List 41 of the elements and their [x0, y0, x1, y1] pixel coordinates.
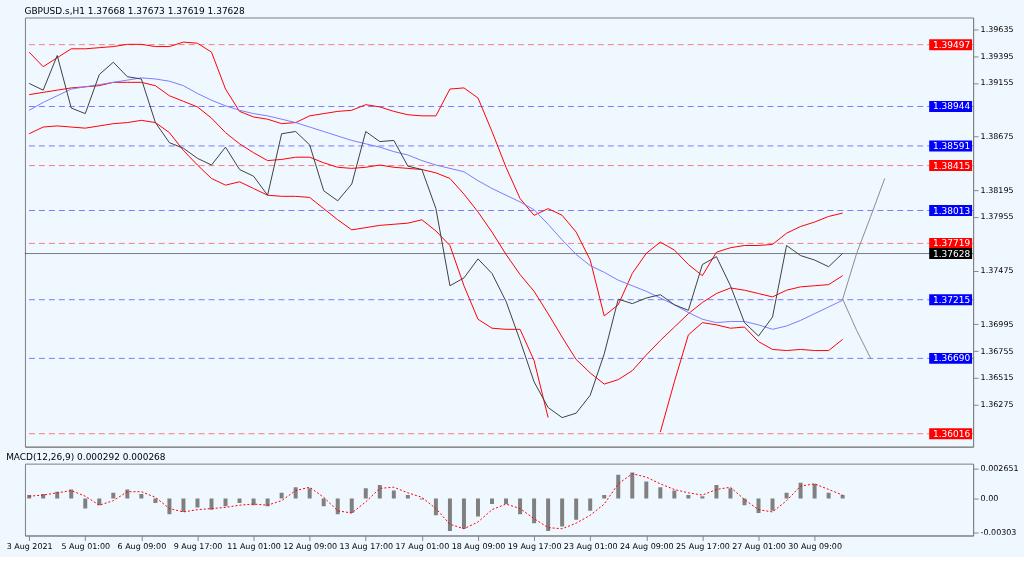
x-tick-label: 6 Aug 09:00 — [117, 541, 167, 551]
ref-line-label: 1.37215 — [933, 294, 971, 305]
y-tick-label: 1.36515 — [980, 373, 1014, 383]
ref-line-label: 1.36690 — [933, 353, 971, 364]
ref-line-label: 1.38013 — [933, 205, 971, 216]
x-tick-label: 11 Aug 01:00 — [227, 541, 281, 551]
x-tick-label: 9 Aug 17:00 — [173, 541, 223, 551]
x-tick-label: 18 Aug 09:00 — [451, 541, 506, 551]
y-tick-label: 1.36755 — [980, 346, 1014, 356]
x-tick-label: 30 Aug 09:00 — [788, 541, 842, 551]
y-tick-label: 1.37475 — [980, 266, 1014, 276]
x-tick-label: 27 Aug 01:00 — [732, 541, 786, 551]
y-tick-label: 1.39635 — [980, 24, 1014, 34]
y-tick-label: 0.00 — [980, 493, 999, 503]
x-tick-label: 12 Aug 09:00 — [283, 541, 338, 551]
ref-line-label: 1.38944 — [933, 101, 971, 112]
x-tick-label: 13 Aug 17:00 — [339, 541, 394, 551]
x-tick-label: 25 Aug 17:00 — [676, 541, 730, 551]
y-tick-label: 1.38675 — [980, 132, 1014, 142]
y-tick-label: 1.39155 — [980, 78, 1014, 88]
x-tick-label: 24 Aug 09:00 — [619, 541, 674, 551]
x-tick-label: 3 Aug 2021 — [6, 541, 53, 551]
y-tick-label: -0.00303 — [980, 527, 1017, 537]
y-tick-label: 1.36275 — [980, 400, 1014, 410]
x-tick-label: 23 Aug 01:00 — [563, 541, 618, 551]
y-tick-label: 1.37955 — [980, 212, 1014, 222]
ref-line-label: 1.38591 — [933, 140, 971, 151]
ref-line-label: 1.39497 — [933, 39, 971, 50]
ref-line-label: 1.36016 — [933, 428, 971, 439]
y-tick-label: 0.002651 — [980, 464, 1019, 474]
ref-line-label: 1.37628 — [933, 248, 971, 259]
chart-title: GBPUSD.s,H1 1.37668 1.37673 1.37619 1.37628 — [24, 5, 245, 16]
y-tick-label: 1.39395 — [980, 51, 1014, 61]
chart-title: MACD(12,26,9) 0.000292 0.000268 — [6, 451, 166, 462]
ref-line-label: 1.38415 — [933, 160, 971, 171]
ref-line-label: 1.37719 — [933, 238, 971, 249]
y-tick-label: 1.38195 — [980, 185, 1014, 195]
x-tick-label: 19 Aug 17:00 — [507, 541, 562, 551]
x-tick-label: 5 Aug 01:00 — [61, 541, 111, 551]
x-tick-label: 17 Aug 01:00 — [395, 541, 450, 551]
y-tick-label: 1.36995 — [980, 319, 1014, 329]
